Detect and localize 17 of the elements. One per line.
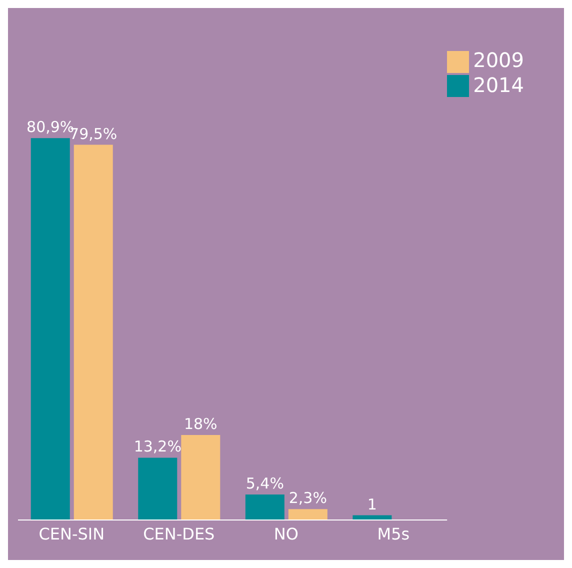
data-label: 2,3% — [288, 489, 327, 508]
legend-label: 2009 — [473, 48, 524, 72]
bar — [30, 138, 70, 520]
x-tick-label: CEN-DES — [143, 524, 215, 544]
x-tick-label: M5s — [377, 524, 410, 544]
data-label: 13,2% — [134, 438, 182, 456]
legend-label: 2014 — [473, 72, 524, 97]
data-label: 18% — [184, 415, 218, 434]
x-tick-label: CEN-SIN — [38, 524, 105, 544]
bar — [74, 144, 113, 520]
bar — [138, 458, 178, 520]
bar — [181, 435, 220, 520]
data-label: 1 — [367, 495, 377, 514]
bar — [245, 494, 284, 520]
x-tick-label: NO — [274, 524, 298, 544]
data-label: 5,4% — [246, 474, 284, 493]
bar — [288, 509, 328, 520]
